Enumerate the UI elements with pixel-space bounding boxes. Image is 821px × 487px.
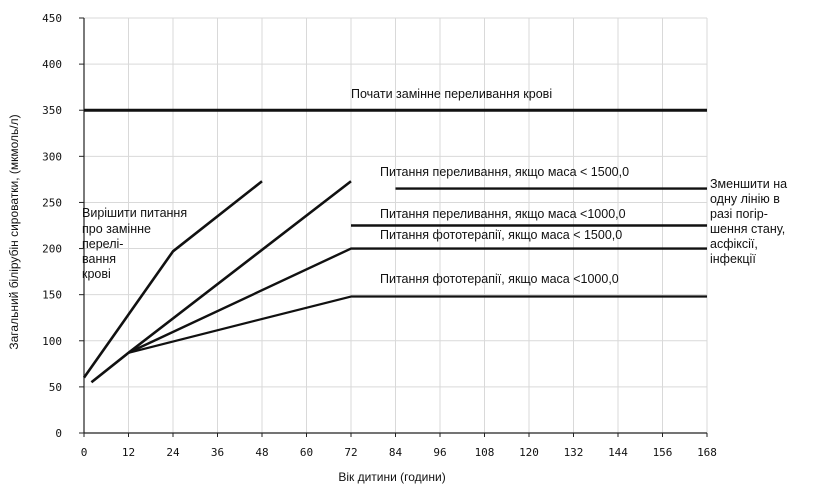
label-exchange-transfusion: Почати замінне переливання крові xyxy=(351,87,552,101)
reduce-note-line: асфіксії, xyxy=(710,237,758,251)
x-tick-label: 132 xyxy=(564,446,584,459)
reduce-note-line: Зменшити на xyxy=(710,177,787,191)
x-tick-label: 168 xyxy=(697,446,717,459)
y-tick-label: 350 xyxy=(42,104,62,117)
x-axis-title: Вік дитини (години) xyxy=(338,470,445,484)
x-tick-label: 12 xyxy=(122,446,135,459)
reduce-note-line: одну лінію в xyxy=(710,192,780,206)
reduce-line-note: Зменшити на одну лінію в разі погір- шен… xyxy=(710,177,787,266)
x-tick-label: 108 xyxy=(475,446,495,459)
series-line xyxy=(127,247,707,354)
x-tick-label: 24 xyxy=(166,446,180,459)
y-tick-label: 250 xyxy=(42,196,62,209)
x-tick-label: 120 xyxy=(519,446,539,459)
x-tick-label: 156 xyxy=(653,446,673,459)
label-transfusion-1500: Питання переливання, якщо маса < 1500,0 xyxy=(380,165,629,179)
reduce-note-line: разі погір- xyxy=(710,207,768,221)
y-tick-label: 50 xyxy=(49,381,62,394)
series-line xyxy=(128,295,707,354)
label-phototherapy-1000: Питання фототерапії, якщо маса <1000,0 xyxy=(380,272,619,286)
series-line xyxy=(82,180,263,379)
reduce-note-line: шення стану, xyxy=(710,222,785,236)
y-tick-label: 200 xyxy=(42,243,62,256)
x-tick-label: 96 xyxy=(433,446,446,459)
decide-note-line: про замінне xyxy=(82,222,151,236)
decide-note-line: вання xyxy=(82,252,116,266)
x-tick-label: 72 xyxy=(344,446,357,459)
y-tick-label: 450 xyxy=(42,12,62,25)
decide-note-line: перелі- xyxy=(82,237,123,251)
label-transfusion-1000: Питання переливання, якщо маса <1000,0 xyxy=(380,207,626,221)
series-lines xyxy=(82,108,707,384)
y-tick-label: 400 xyxy=(42,58,62,71)
reduce-note-line: інфекції xyxy=(710,252,756,266)
decide-note-line: Вирішити питання xyxy=(82,206,187,220)
decide-transfusion-note: Вирішити питання про замінне перелі- ван… xyxy=(82,206,187,281)
label-phototherapy-1500: Питання фототерапії, якщо маса < 1500,0 xyxy=(380,228,622,242)
x-tick-label: 60 xyxy=(300,446,313,459)
y-tick-label: 150 xyxy=(42,289,62,302)
x-tick-label: 48 xyxy=(255,446,268,459)
x-tick-label: 36 xyxy=(211,446,224,459)
y-tick-label: 100 xyxy=(42,335,62,348)
axes xyxy=(79,17,708,437)
decide-note-line: крові xyxy=(82,267,111,281)
y-tick-label: 300 xyxy=(42,150,62,163)
x-tick-label: 0 xyxy=(81,446,88,459)
x-tick-label: 84 xyxy=(389,446,403,459)
tick-labels: 0 12 24 36 48 60 72 84 96 108 120 132 144 156 168 0 50 10… xyxy=(42,12,717,459)
y-tick-label: 0 xyxy=(55,427,62,440)
x-tick-label: 144 xyxy=(608,446,628,459)
y-axis-title: Загальний білірубін сироватки, (мкмоль/л… xyxy=(7,114,21,349)
